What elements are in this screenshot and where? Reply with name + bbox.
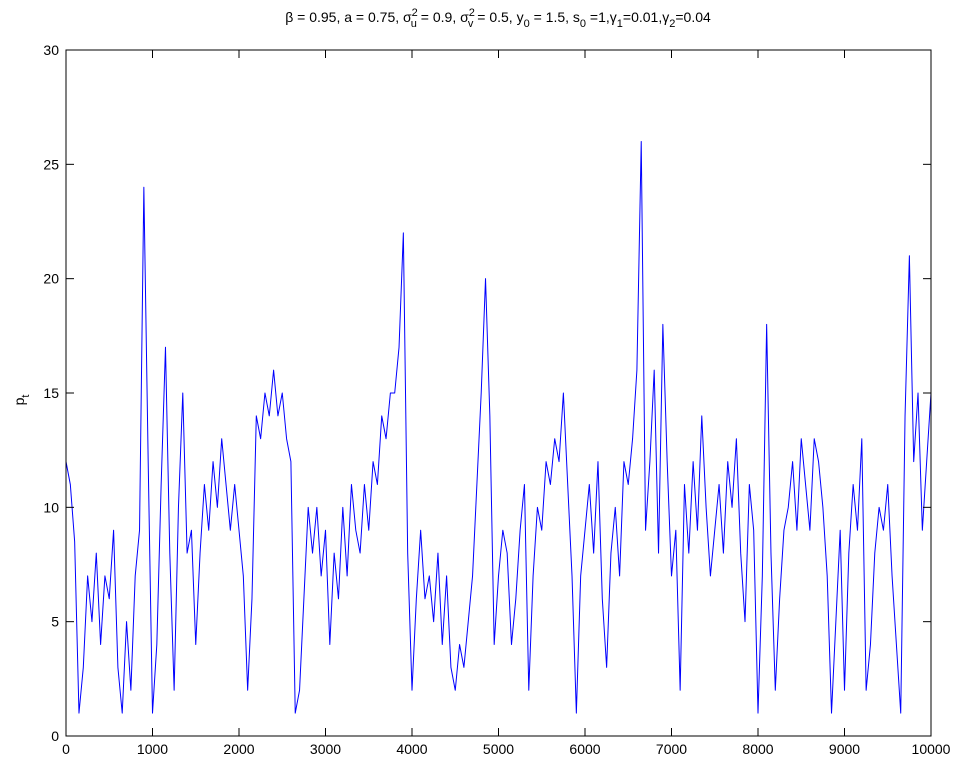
y-axis-label: pt xyxy=(11,395,32,406)
x-tick-label: 6000 xyxy=(569,741,600,757)
chart-title-part: = 0.5, y xyxy=(473,9,523,25)
chart-title: β = 0.95, a = 0.75, σ2 u = 0.9, σ2 v = 0.5… xyxy=(285,7,711,30)
x-tick-label: 4000 xyxy=(396,741,427,757)
y-axis-label-part: p xyxy=(11,397,27,405)
chart-title-part: β = 0.95, a = 0.75, σ xyxy=(285,9,412,25)
y-tick-label: 15 xyxy=(43,385,59,401)
chart-title-part: u xyxy=(411,18,417,30)
y-axis-label-part: t xyxy=(20,395,32,398)
chart-title-part: 1 xyxy=(617,18,623,30)
y-tick-label: 25 xyxy=(43,156,59,172)
y-tick-label: 0 xyxy=(51,728,59,744)
chart-title-part: = 1.5, s xyxy=(530,9,580,25)
y-tick-label: 20 xyxy=(43,271,59,287)
y-tick-label: 10 xyxy=(43,499,59,515)
y-tick-label: 30 xyxy=(43,42,59,58)
x-tick-label: 7000 xyxy=(656,741,687,757)
chart-title-part: 2 xyxy=(669,18,675,30)
data-line xyxy=(65,140,932,714)
x-tick-label: 10000 xyxy=(912,741,951,757)
y-tick-label: 5 xyxy=(51,614,59,630)
chart-title-part: = 0.9, σ xyxy=(417,9,469,25)
chart-title-part: 2 xyxy=(469,7,475,19)
chart-title-part: =1,γ xyxy=(586,9,617,25)
chart-title-part: =0.04 xyxy=(675,9,711,25)
x-tick-label: 0 xyxy=(62,741,70,757)
chart-title-part: 2 xyxy=(412,7,418,19)
x-tick-label: 3000 xyxy=(310,741,341,757)
x-tick-label: 8000 xyxy=(742,741,773,757)
chart-title-part: 0 xyxy=(524,18,530,30)
chart-title-part: 0 xyxy=(580,18,586,30)
chart-title-part: v xyxy=(468,18,474,30)
x-tick-label: 1000 xyxy=(137,741,168,757)
x-tick-label: 2000 xyxy=(223,741,254,757)
x-tick-label: 9000 xyxy=(829,741,860,757)
chart-title-part: =0.01,γ xyxy=(623,9,669,25)
x-tick-label: 5000 xyxy=(483,741,514,757)
